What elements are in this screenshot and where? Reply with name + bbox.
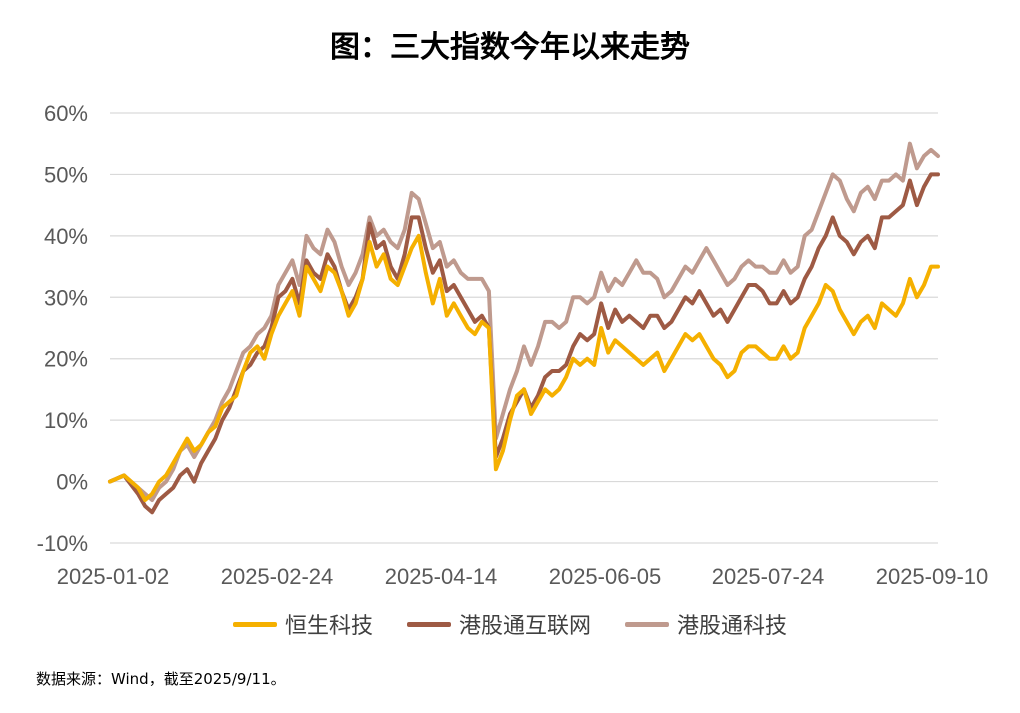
- y-tick-label: 40%: [44, 224, 88, 249]
- y-tick-label: 60%: [44, 101, 88, 126]
- legend: 恒生科技 港股通互联网 港股通科技: [0, 608, 1020, 640]
- y-axis-ticks: -10% 0% 10% 20% 30% 40% 50% 60%: [37, 101, 88, 556]
- y-tick-label: 0%: [56, 470, 88, 495]
- legend-item-internet: 港股通互联网: [406, 608, 591, 640]
- legend-label-hstech: 恒生科技: [284, 614, 373, 639]
- y-tick-label: 30%: [44, 285, 88, 310]
- source-note: 数据来源：Wind，截至2025/9/11。: [36, 670, 286, 688]
- x-tick-label: 2025-04-14: [385, 564, 498, 589]
- x-tick-label: 2025-07-24: [712, 564, 825, 589]
- x-tick-label: 2025-02-24: [221, 564, 334, 589]
- x-tick-label: 2025-09-10: [876, 564, 989, 589]
- y-tick-label: 20%: [44, 347, 88, 372]
- y-tick-label: 10%: [44, 408, 88, 433]
- series-lines: [108, 141, 940, 515]
- x-tick-label: 2025-06-05: [549, 564, 662, 589]
- chart-title: 图：三大指数今年以来走势: [330, 30, 690, 65]
- y-tick-label: -10%: [37, 531, 88, 556]
- y-tick-label: 50%: [44, 162, 88, 187]
- x-axis-ticks: 2025-01-02 2025-02-24 2025-04-14 2025-06-05…: [57, 564, 989, 589]
- legend-swatch-hstech: [232, 621, 277, 627]
- legend-item-tech: 港股通科技: [625, 608, 787, 640]
- legend-swatch-internet: [406, 621, 451, 627]
- series-line-2: [108, 141, 940, 502]
- legend-swatch-tech: [625, 621, 669, 627]
- legend-label-tech: 港股通科技: [677, 614, 788, 639]
- legend-item-hstech: 恒生科技: [232, 608, 373, 640]
- grid-lines: [110, 112, 938, 544]
- series-line-0: [108, 233, 940, 502]
- x-tick-label: 2025-01-02: [57, 564, 170, 589]
- legend-label-internet: 港股通互联网: [458, 614, 591, 639]
